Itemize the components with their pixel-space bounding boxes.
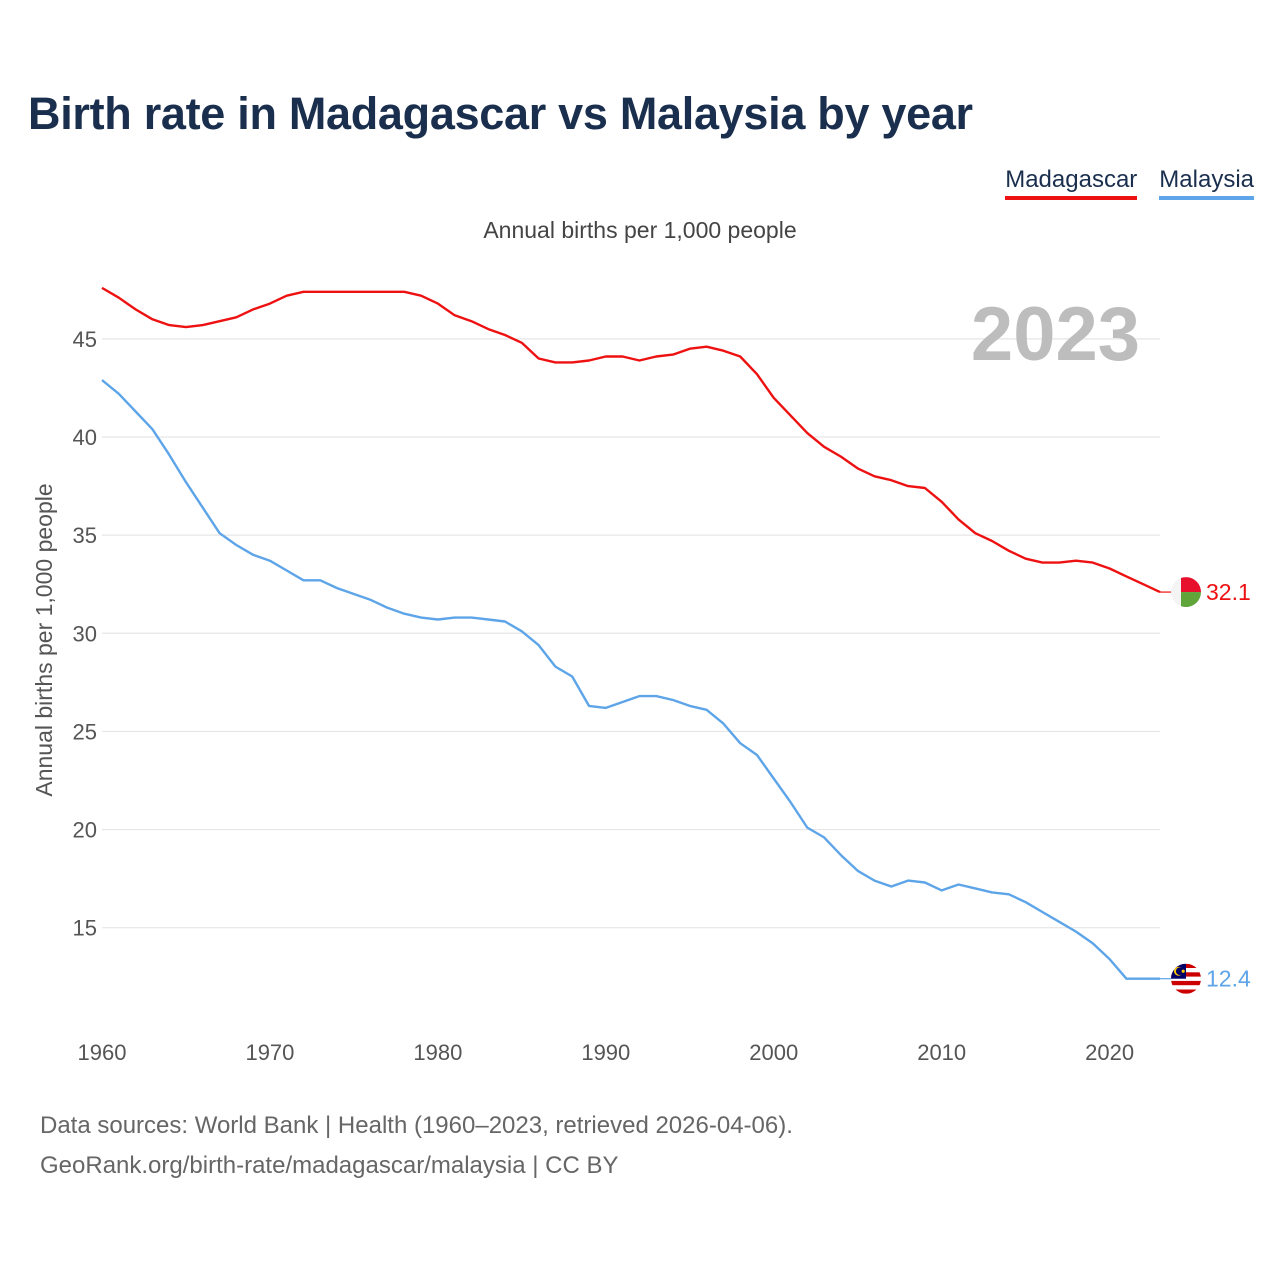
x-tick-label: 1980: [413, 1040, 462, 1065]
y-axis-title: Annual births per 1,000 people: [31, 483, 57, 796]
y-tick-label: 45: [73, 327, 97, 352]
line-chart: 2023 15 20 25 30 35 40 45 1960 1970 1980 1990 2000…: [31, 286, 1251, 1065]
madagascar-flag-icon: [1171, 577, 1201, 608]
source-note: Data sources: World Bank | Health (1960–…: [40, 1106, 793, 1186]
source-line-1: Data sources: World Bank | Health (1960–…: [40, 1112, 793, 1139]
legend-item-malaysia[interactable]: Malaysia: [1159, 166, 1254, 200]
x-tick-label: 2010: [917, 1040, 966, 1065]
series: [101, 286, 1171, 980]
x-tick-label: 2020: [1085, 1040, 1134, 1065]
grid: [102, 338, 1160, 929]
x-axis-ticks: 1960 1970 1980 1990 2000 2010 2020: [78, 1040, 1135, 1065]
legend-item-madagascar[interactable]: Madagascar: [1005, 166, 1138, 200]
end-value-label-malaysia: 12.4: [1206, 966, 1251, 992]
y-tick-label: 20: [73, 818, 97, 843]
chart-title: Birth rate in Madagascar vs Malaysia by …: [28, 88, 973, 139]
y-tick-label: 30: [73, 621, 97, 646]
malaysia-flag-icon: [1171, 963, 1201, 994]
year-label: 2023: [971, 292, 1140, 377]
y-tick-label: 40: [73, 425, 97, 450]
x-tick-label: 2000: [749, 1040, 798, 1065]
end-value-label-madagascar: 32.1: [1206, 579, 1251, 605]
y-tick-label: 15: [73, 916, 97, 941]
y-tick-label: 35: [73, 523, 97, 548]
chart-subtitle: Annual births per 1,000 people: [483, 217, 797, 243]
legend: Madagascar Malaysia: [1005, 166, 1254, 200]
series-line-malaysia: [101, 379, 1160, 980]
y-tick-label: 25: [73, 719, 97, 744]
series-end-markers: 32.1 12.4: [1171, 577, 1251, 994]
x-tick-label: 1960: [78, 1040, 127, 1065]
source-line-2[interactable]: GeoRank.org/birth-rate/madagascar/malays…: [40, 1152, 619, 1179]
y-axis-ticks: 15 20 25 30 35 40 45: [73, 327, 97, 941]
x-tick-label: 1970: [245, 1040, 294, 1065]
series-line-madagascar: [101, 286, 1161, 594]
x-tick-label: 1990: [581, 1040, 630, 1065]
